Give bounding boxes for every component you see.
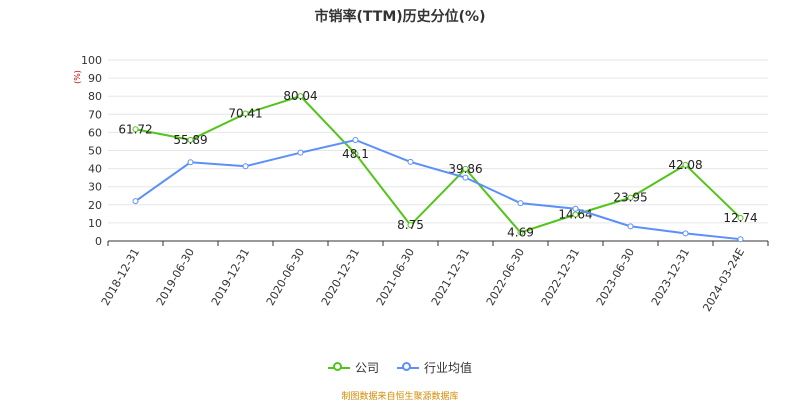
data-label: 70.41 <box>228 107 262 121</box>
y-tick-label: 100 <box>81 54 102 67</box>
data-point <box>187 159 194 166</box>
x-tick-label: 2020-12-31 <box>319 246 362 308</box>
data-point <box>462 165 469 172</box>
series-line-1 <box>134 138 741 241</box>
y-tick-label: 80 <box>88 90 102 103</box>
y-tick-label: 10 <box>88 217 102 230</box>
data-source-note: 制图数据来自恒生聚源数据库 <box>341 392 459 402</box>
x-tick-label: 2021-06-30 <box>374 246 417 308</box>
data-label: 8.75 <box>397 218 424 232</box>
y-tick-label: 90 <box>88 72 102 85</box>
x-tick-label: 2019-06-30 <box>154 246 197 308</box>
x-tick-label: 2022-06-30 <box>484 246 527 308</box>
x-tick-label: 2021-12-31 <box>429 246 472 308</box>
legend-swatch-company <box>327 361 350 374</box>
x-tick-label: 2020-06-30 <box>264 246 307 308</box>
data-point <box>242 163 249 170</box>
data-point <box>627 194 634 201</box>
x-tick-label: 2019-12-31 <box>209 246 252 308</box>
y-tick-label: 60 <box>88 126 102 139</box>
data-point <box>572 205 579 212</box>
data-point <box>242 110 249 117</box>
data-point <box>517 200 524 207</box>
legend-swatch-industry-average <box>397 361 419 374</box>
data-label: 48.1 <box>342 147 369 161</box>
data-point <box>517 229 524 236</box>
data-label: 12.74 <box>723 211 757 225</box>
x-tick-label: 2018-12-31 <box>99 246 142 308</box>
chart-legend: 公司 行业均值 <box>0 359 800 376</box>
data-point <box>462 174 469 181</box>
y-tick-label: 0 <box>95 235 102 248</box>
y-tick-label: 20 <box>88 199 102 212</box>
x-tick-label: 2022-12-31 <box>539 246 582 308</box>
data-point <box>297 149 304 156</box>
legend-label-company: 公司 <box>354 361 379 375</box>
data-point <box>737 214 744 221</box>
data-label: 80.04 <box>283 89 317 103</box>
data-point <box>682 161 689 168</box>
data-label: 55.89 <box>173 133 207 147</box>
series-line-0 <box>135 94 742 234</box>
data-point <box>572 211 579 218</box>
data-point <box>132 126 139 133</box>
data-point <box>407 158 414 165</box>
legend-item-industry-average[interactable]: 行业均值 <box>397 359 472 376</box>
data-point <box>352 137 359 144</box>
y-tick-label: 50 <box>88 145 102 158</box>
x-tick-label: 2023-12-31 <box>649 246 692 308</box>
data-label: 39.86 <box>448 162 482 176</box>
y-tick-label: 30 <box>88 181 102 194</box>
data-point <box>352 150 359 157</box>
data-point <box>187 136 194 143</box>
data-point <box>627 223 634 230</box>
data-label: 61.72 <box>118 122 152 136</box>
data-point <box>297 93 304 100</box>
legend-item-company[interactable]: 公司 <box>327 359 379 376</box>
data-label: 23.95 <box>613 191 647 205</box>
x-tick-label: 2023-06-30 <box>594 246 637 308</box>
y-tick-label: 70 <box>88 108 102 121</box>
data-label: 42.08 <box>668 158 702 172</box>
legend-label-industry-average: 行业均值 <box>424 361 473 375</box>
chart-title: 市销率(TTM)历史分位(%) <box>314 9 486 25</box>
x-tick-label: 2024-03-24E <box>700 246 747 314</box>
data-point <box>737 236 744 243</box>
data-point <box>682 230 689 237</box>
y-tick-label: 40 <box>88 163 102 176</box>
data-label: 4.69 <box>507 226 534 240</box>
data-point <box>132 198 139 205</box>
y-axis-label: (%) <box>73 70 82 84</box>
data-point <box>407 222 414 229</box>
